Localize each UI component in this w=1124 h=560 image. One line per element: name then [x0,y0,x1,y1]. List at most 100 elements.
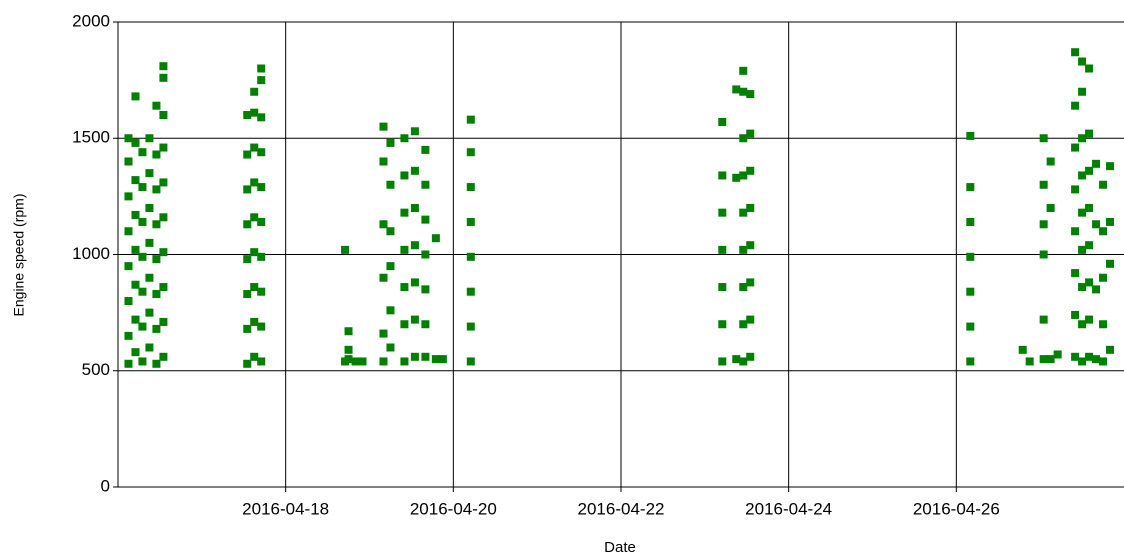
point [739,87,748,96]
point [124,227,133,236]
point [1092,355,1101,364]
point [145,169,154,178]
point [145,273,154,282]
point [250,87,259,96]
point [1099,320,1108,329]
y-tick-label: 2000 [72,11,110,30]
point [257,217,266,226]
point [1092,285,1101,294]
point [379,357,388,366]
point [250,213,259,222]
point [1039,180,1048,189]
point [250,248,259,257]
point [131,138,140,147]
point [421,320,430,329]
point [1106,345,1115,354]
point [431,355,440,364]
point [243,359,252,368]
point [257,183,266,192]
point [466,148,475,157]
point [152,101,161,110]
point [1078,208,1087,217]
point [1106,217,1115,226]
y-tick-label: 1500 [72,128,110,147]
point [410,127,419,136]
point [718,320,727,329]
point [159,62,168,71]
point [152,359,161,368]
point [250,108,259,117]
point [966,357,975,366]
point [1099,227,1108,236]
point [410,352,419,361]
point [1071,227,1080,236]
point [124,262,133,271]
point [400,245,409,254]
point [386,262,395,271]
point [243,255,252,264]
point [358,357,367,366]
x-tick-label: 2016-04-26 [913,499,1000,518]
point [410,315,419,324]
point [739,66,748,75]
point [421,145,430,154]
point [1078,245,1087,254]
point [431,234,440,243]
point [152,290,161,299]
y-axis-label: Engine speed (rpm) [11,194,27,317]
point [159,143,168,152]
point [159,73,168,82]
point [400,171,409,180]
point [386,138,395,147]
point [746,241,755,250]
point [1071,143,1080,152]
x-tick-label: 2016-04-24 [745,499,832,518]
point [1078,283,1087,292]
point [243,111,252,119]
point [718,283,727,292]
point [1106,162,1115,171]
point [746,278,755,287]
point [1078,134,1087,143]
point [1039,315,1048,324]
point [1046,204,1055,212]
point [131,315,140,324]
point [410,204,419,212]
point [400,320,409,329]
point [746,204,755,212]
point [1106,259,1115,268]
x-tick-label: 2016-04-18 [242,499,329,518]
point [250,352,259,361]
point [138,183,147,192]
point [145,308,154,317]
point [243,290,252,299]
point [746,90,755,99]
point [250,178,259,187]
point [138,217,147,226]
point [386,227,395,236]
point [400,134,409,143]
y-tick-label: 0 [101,476,110,495]
point [257,64,266,73]
point [966,252,975,261]
point [131,245,140,254]
point [400,208,409,217]
point [131,176,140,185]
point [152,185,161,194]
point [243,220,252,229]
point [739,208,748,217]
point [159,317,168,326]
point [421,215,430,224]
point [739,171,748,180]
point [131,92,140,101]
point [250,283,259,292]
point [386,306,395,315]
point [1039,355,1048,364]
point [124,331,133,340]
point [159,178,168,187]
point [138,148,147,157]
point [1085,241,1094,250]
point [1046,355,1055,364]
point [138,357,147,366]
